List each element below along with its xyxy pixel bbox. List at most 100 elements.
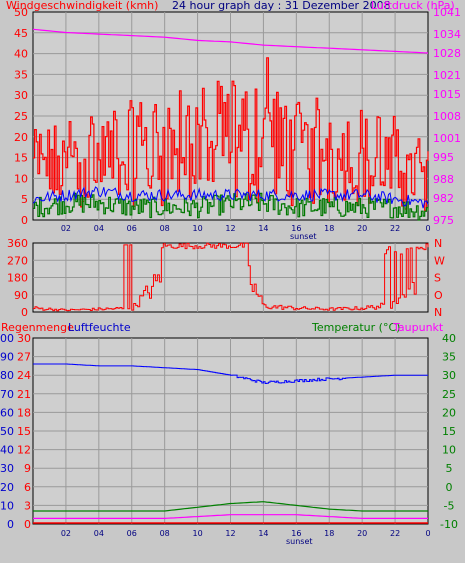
x-tick-label: 18 [324, 224, 334, 233]
y-right-tick-label: O [434, 289, 443, 302]
y-rain-tick-label: 21 [17, 388, 31, 401]
y-left-tick-label: 25 [14, 110, 28, 123]
panel3-y-humidity-ticks: 0 10 20 30 40 50 60 70 80 90 100 [0, 332, 14, 531]
y-right-tick-label: 10 [442, 444, 456, 457]
x-tick-label: 08 [160, 529, 170, 538]
series-wind-average [33, 192, 429, 221]
y-right-tick-label: 988 [433, 173, 454, 186]
x-tick-label: 08 [160, 224, 170, 233]
y-rain-tick-label: 30 [17, 332, 31, 345]
panel1-title-right: Luftdruck (hPa) [371, 0, 455, 12]
panel3-y-right-ticks: -10 -5 0 5 10 15 20 25 30 35 40 [440, 332, 458, 531]
y-right-tick-label: 1015 [433, 88, 461, 101]
y-right-tick-label: 975 [433, 214, 454, 227]
y-left-tick-label: 0 [21, 214, 28, 227]
x-tick-label: 06 [127, 529, 137, 538]
y-left-tick-label: 5 [21, 193, 28, 206]
y-left-tick-label: 0 [21, 306, 28, 319]
y-humidity-tick-label: 30 [0, 462, 14, 475]
panel3-x-ticks: 02 04 06 08 10 12 14 16 18 20 22 0 [61, 529, 431, 538]
y-humidity-tick-label: 90 [0, 351, 14, 364]
y-right-tick-label: 995 [433, 151, 454, 164]
y-rain-tick-label: 15 [17, 425, 31, 438]
panel1-sunset-label: sunset [290, 232, 317, 241]
y-rain-tick-label: 9 [24, 462, 31, 475]
series-wind-direction [33, 242, 429, 312]
y-right-tick-label: 15 [442, 425, 456, 438]
panel3-sunset-label: sunset [286, 537, 313, 546]
y-right-tick-label: 20 [442, 406, 456, 419]
y-right-tick-label: 1021 [433, 69, 461, 82]
y-humidity-tick-label: 10 [0, 499, 14, 512]
panel3-title-temp: Temperatur (°C) [311, 321, 400, 334]
series-pressure [32, 28, 429, 54]
y-right-tick-label: W [434, 254, 445, 267]
y-right-tick-label: -5 [444, 499, 455, 512]
y-rain-tick-label: 12 [17, 444, 31, 457]
x-tick-label: 02 [61, 224, 71, 233]
x-tick-label: 20 [357, 224, 367, 233]
panel1-x-ticks: 02 04 06 08 10 12 14 16 18 20 22 0 [61, 224, 431, 233]
y-right-tick-label: 35 [442, 351, 456, 364]
series-wind-speed [33, 57, 429, 211]
x-tick-label: 14 [258, 224, 268, 233]
x-tick-label: 12 [225, 224, 235, 233]
y-right-tick-label: 0 [446, 481, 453, 494]
y-left-tick-label: 180 [7, 272, 28, 285]
panel3-series [33, 363, 428, 524]
panel3-title-dew: Taupunkt [392, 321, 444, 334]
y-rain-tick-label: 18 [17, 406, 31, 419]
y-humidity-tick-label: 20 [0, 481, 14, 494]
y-right-tick-label: 30 [442, 369, 456, 382]
y-left-tick-label: 35 [14, 68, 28, 81]
panel2-y-left-ticks: 0 90 180 270 360 [7, 237, 28, 319]
y-humidity-tick-label: 60 [0, 406, 14, 419]
panel2-grid [33, 243, 428, 312]
y-left-tick-label: 10 [14, 172, 28, 185]
x-tick-label: 0 [425, 224, 430, 233]
y-humidity-tick-label: 50 [0, 425, 14, 438]
x-tick-label: 10 [192, 529, 202, 538]
x-tick-label: 14 [258, 529, 268, 538]
y-left-tick-label: 270 [7, 254, 28, 267]
y-left-tick-label: 90 [14, 289, 28, 302]
panel3-y-rain-ticks: 0 3 6 9 12 15 18 21 24 27 30 [17, 332, 31, 531]
y-humidity-tick-label: 0 [7, 518, 14, 531]
x-tick-label: 18 [324, 529, 334, 538]
y-left-tick-label: 50 [14, 6, 28, 19]
panel2-series [33, 242, 429, 312]
series-temperature [33, 501, 428, 512]
x-tick-label: 10 [192, 224, 202, 233]
y-right-tick-label: -10 [440, 518, 458, 531]
y-right-tick-label: 40 [442, 332, 456, 345]
x-tick-label: 12 [225, 529, 235, 538]
y-left-tick-label: 30 [14, 89, 28, 102]
panel1-title-left: Windgeschwindigkeit (kmh) [6, 0, 158, 12]
panel1-y-left-ticks: 0 5 10 15 20 25 30 35 40 45 50 [14, 6, 28, 227]
y-left-tick-label: 20 [14, 131, 28, 144]
panel1-title-center: 24 hour graph day : 31 Dezember 2008 [172, 0, 391, 12]
x-tick-label: 20 [357, 529, 367, 538]
x-tick-label: 22 [390, 529, 400, 538]
y-right-tick-label: 1041 [433, 6, 461, 19]
y-humidity-tick-label: 80 [0, 369, 14, 382]
y-rain-tick-label: 0 [24, 518, 31, 531]
y-humidity-tick-label: 70 [0, 388, 14, 401]
y-right-tick-label: 982 [433, 192, 454, 205]
y-right-tick-label: S [434, 272, 441, 285]
y-left-tick-label: 15 [14, 152, 28, 165]
x-tick-label: 16 [291, 529, 301, 538]
series-dewpoint [33, 514, 428, 519]
y-left-tick-label: 45 [14, 27, 28, 40]
y-humidity-tick-label: 100 [0, 332, 14, 345]
y-right-tick-label: 25 [442, 388, 456, 401]
y-rain-tick-label: 24 [17, 369, 31, 382]
x-tick-label: 04 [94, 529, 104, 538]
y-right-tick-label: N [434, 306, 442, 319]
panel1-series [32, 28, 429, 221]
y-left-tick-label: 360 [7, 237, 28, 250]
panel3-grid [33, 338, 428, 524]
x-tick-label: 16 [291, 224, 301, 233]
